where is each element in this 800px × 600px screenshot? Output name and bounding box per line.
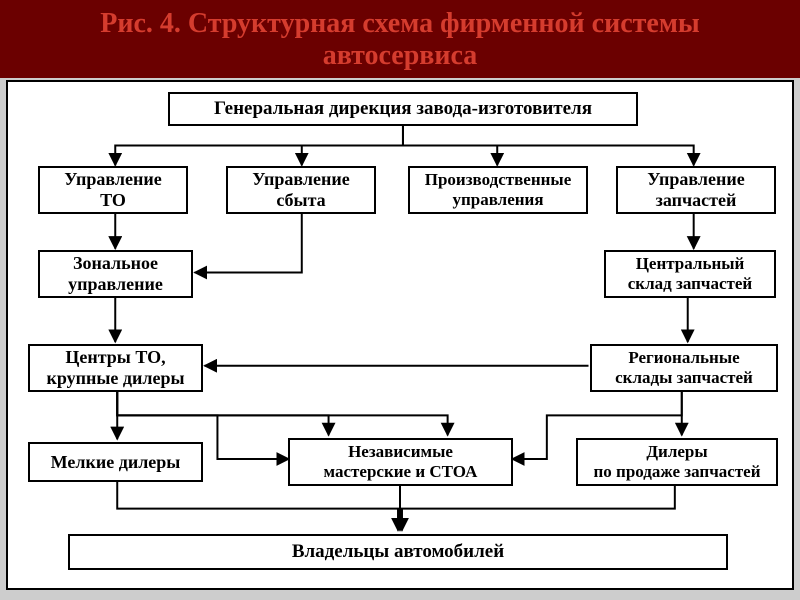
node-cto: Центры ТО,крупные дилеры: [28, 344, 203, 392]
node-stoa: Независимыемастерские и СТОА: [288, 438, 513, 486]
node-own: Владельцы автомобилей: [68, 534, 728, 570]
node-gen: Генеральная дирекция завода-изготовителя: [168, 92, 638, 126]
edge-cto-stoa2: [117, 390, 328, 436]
node-to: УправлениеТО: [38, 166, 188, 214]
edge-dpz-own: [402, 483, 675, 531]
node-dpz: Дилерыпо продаже запчастей: [576, 438, 778, 486]
page-title: Рис. 4. Структурная схема фирменной сист…: [0, 0, 800, 78]
node-zone: Зональноеуправление: [38, 250, 193, 298]
node-md: Мелкие дилеры: [28, 442, 203, 482]
title-text: Рис. 4. Структурная схема фирменной сист…: [100, 8, 700, 71]
edge-md-own: [117, 479, 398, 531]
edge-gen-zap: [403, 126, 694, 166]
node-csz: Центральныйсклад запчастей: [604, 250, 776, 298]
edge-gen-prod: [403, 126, 497, 166]
org-chart-diagram: Генеральная дирекция завода-изготовителя…: [6, 80, 794, 590]
edge-cto-stoa3: [117, 390, 447, 436]
node-zap: Управлениезапчастей: [616, 166, 776, 214]
node-rsz: Региональныесклады запчастей: [590, 344, 778, 392]
node-sbyt: Управлениесбыта: [226, 166, 376, 214]
edge-gen-to: [115, 126, 403, 166]
edge-gen-sbyt: [302, 126, 403, 166]
node-prod: Производственныеуправления: [408, 166, 588, 214]
edges-layer: [8, 82, 792, 588]
edge-sbyt-zone: [195, 213, 302, 273]
